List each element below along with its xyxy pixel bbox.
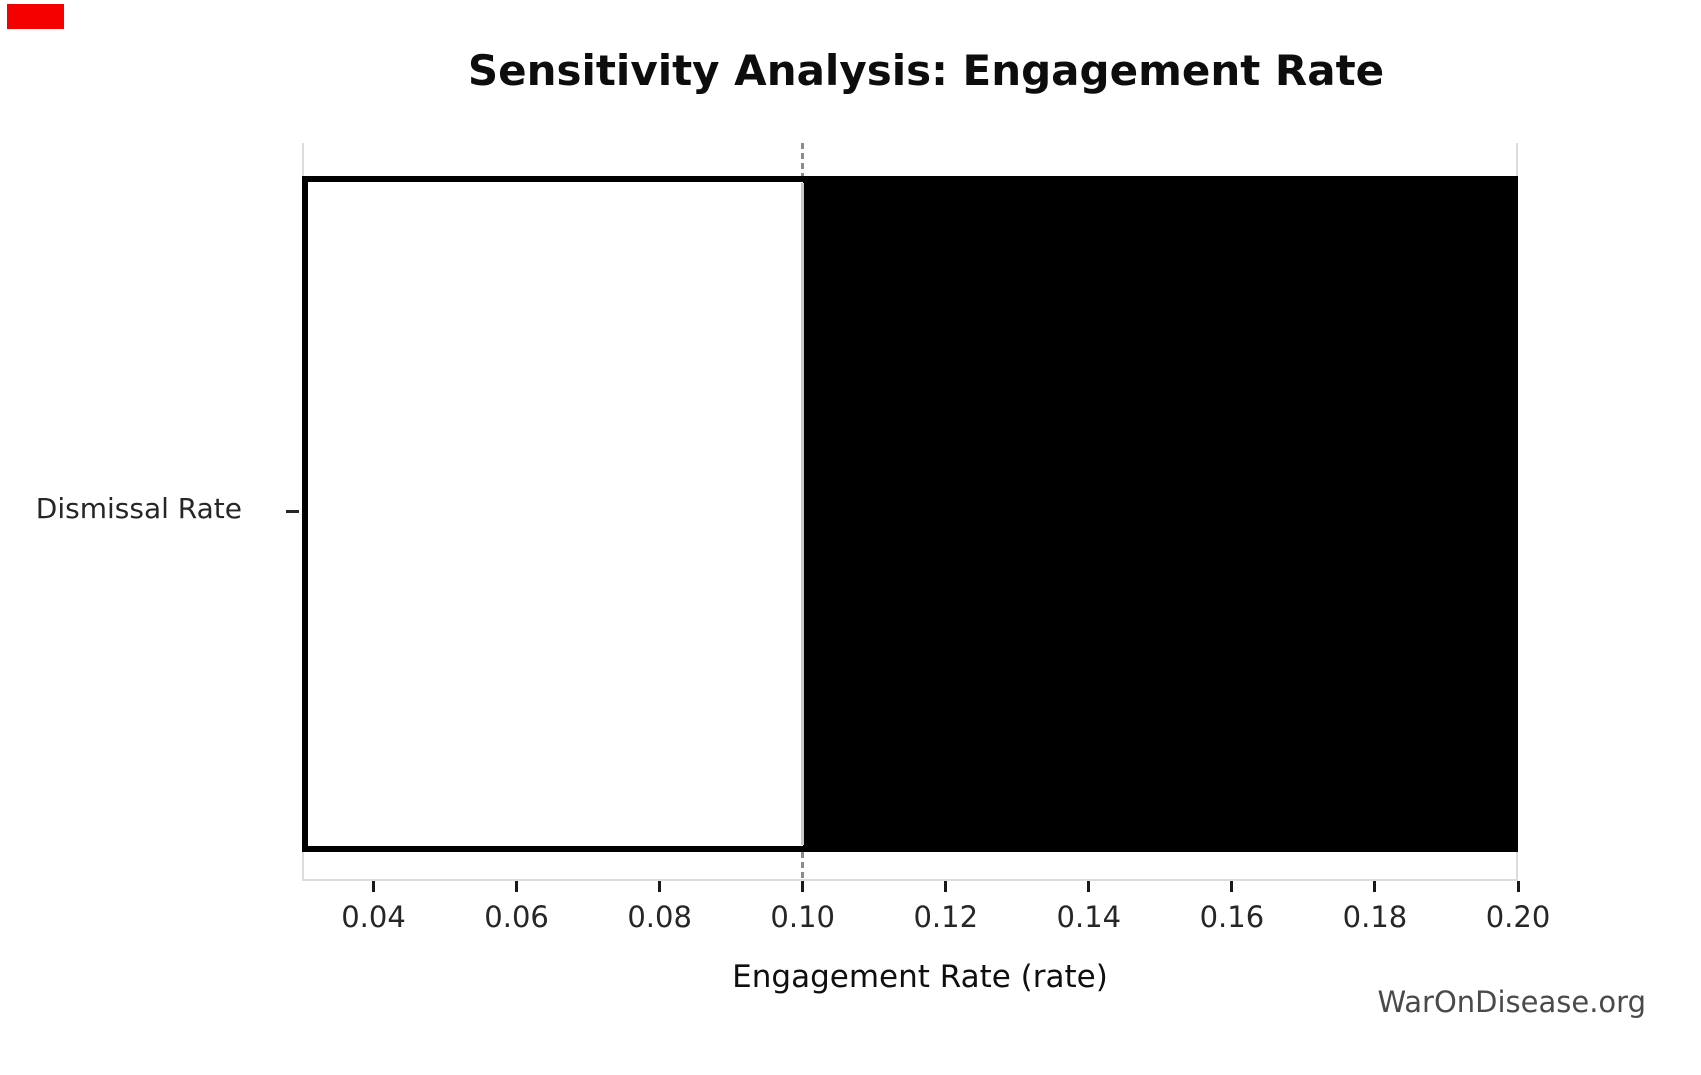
plot-area: 0.04 0.06 0.08 0.10 0.12 0.14 0.16 0.18 0.20 bbox=[302, 143, 1550, 934]
x-tick-mark bbox=[515, 881, 519, 892]
x-tick-mark bbox=[658, 881, 662, 892]
bar-high-segment bbox=[802, 176, 1518, 852]
x-tick-label: 0.12 bbox=[913, 900, 979, 934]
x-tick-label: 0.10 bbox=[770, 900, 835, 934]
x-tick-mark bbox=[1230, 881, 1234, 892]
x-tick-label: 0.14 bbox=[1056, 900, 1122, 934]
baseline-dashed-line-bottom bbox=[801, 852, 805, 881]
baseline-seam-line bbox=[801, 183, 805, 845]
x-tick-label: 0.08 bbox=[627, 900, 692, 934]
baseline-dashed-line-top bbox=[801, 143, 805, 176]
chart-title: Sensitivity Analysis: Engagement Rate bbox=[467, 46, 1385, 95]
x-tick-mark bbox=[1087, 881, 1091, 892]
x-tick-label: 0.04 bbox=[341, 900, 406, 934]
x-tick-label: 0.06 bbox=[484, 900, 549, 934]
x-axis-label: Engagement Rate (rate) bbox=[732, 959, 1108, 995]
x-tick-label: 0.20 bbox=[1485, 900, 1551, 934]
bottom-spine bbox=[302, 879, 1518, 881]
x-tick-mark bbox=[372, 881, 376, 892]
x-tick-mark bbox=[1373, 881, 1377, 892]
red-marker bbox=[7, 4, 64, 29]
x-tick-label: 0.18 bbox=[1342, 900, 1408, 934]
x-tick-mark bbox=[1516, 881, 1520, 892]
x-tick-mark bbox=[801, 881, 805, 892]
x-tick-label: 0.16 bbox=[1199, 900, 1265, 934]
x-tick-mark bbox=[944, 881, 948, 892]
watermark-text: WarOnDisease.org bbox=[1377, 985, 1646, 1019]
y-tick-mark bbox=[286, 510, 299, 513]
y-tick-label: Dismissal Rate bbox=[35, 492, 242, 525]
bar-low-segment bbox=[302, 176, 803, 852]
